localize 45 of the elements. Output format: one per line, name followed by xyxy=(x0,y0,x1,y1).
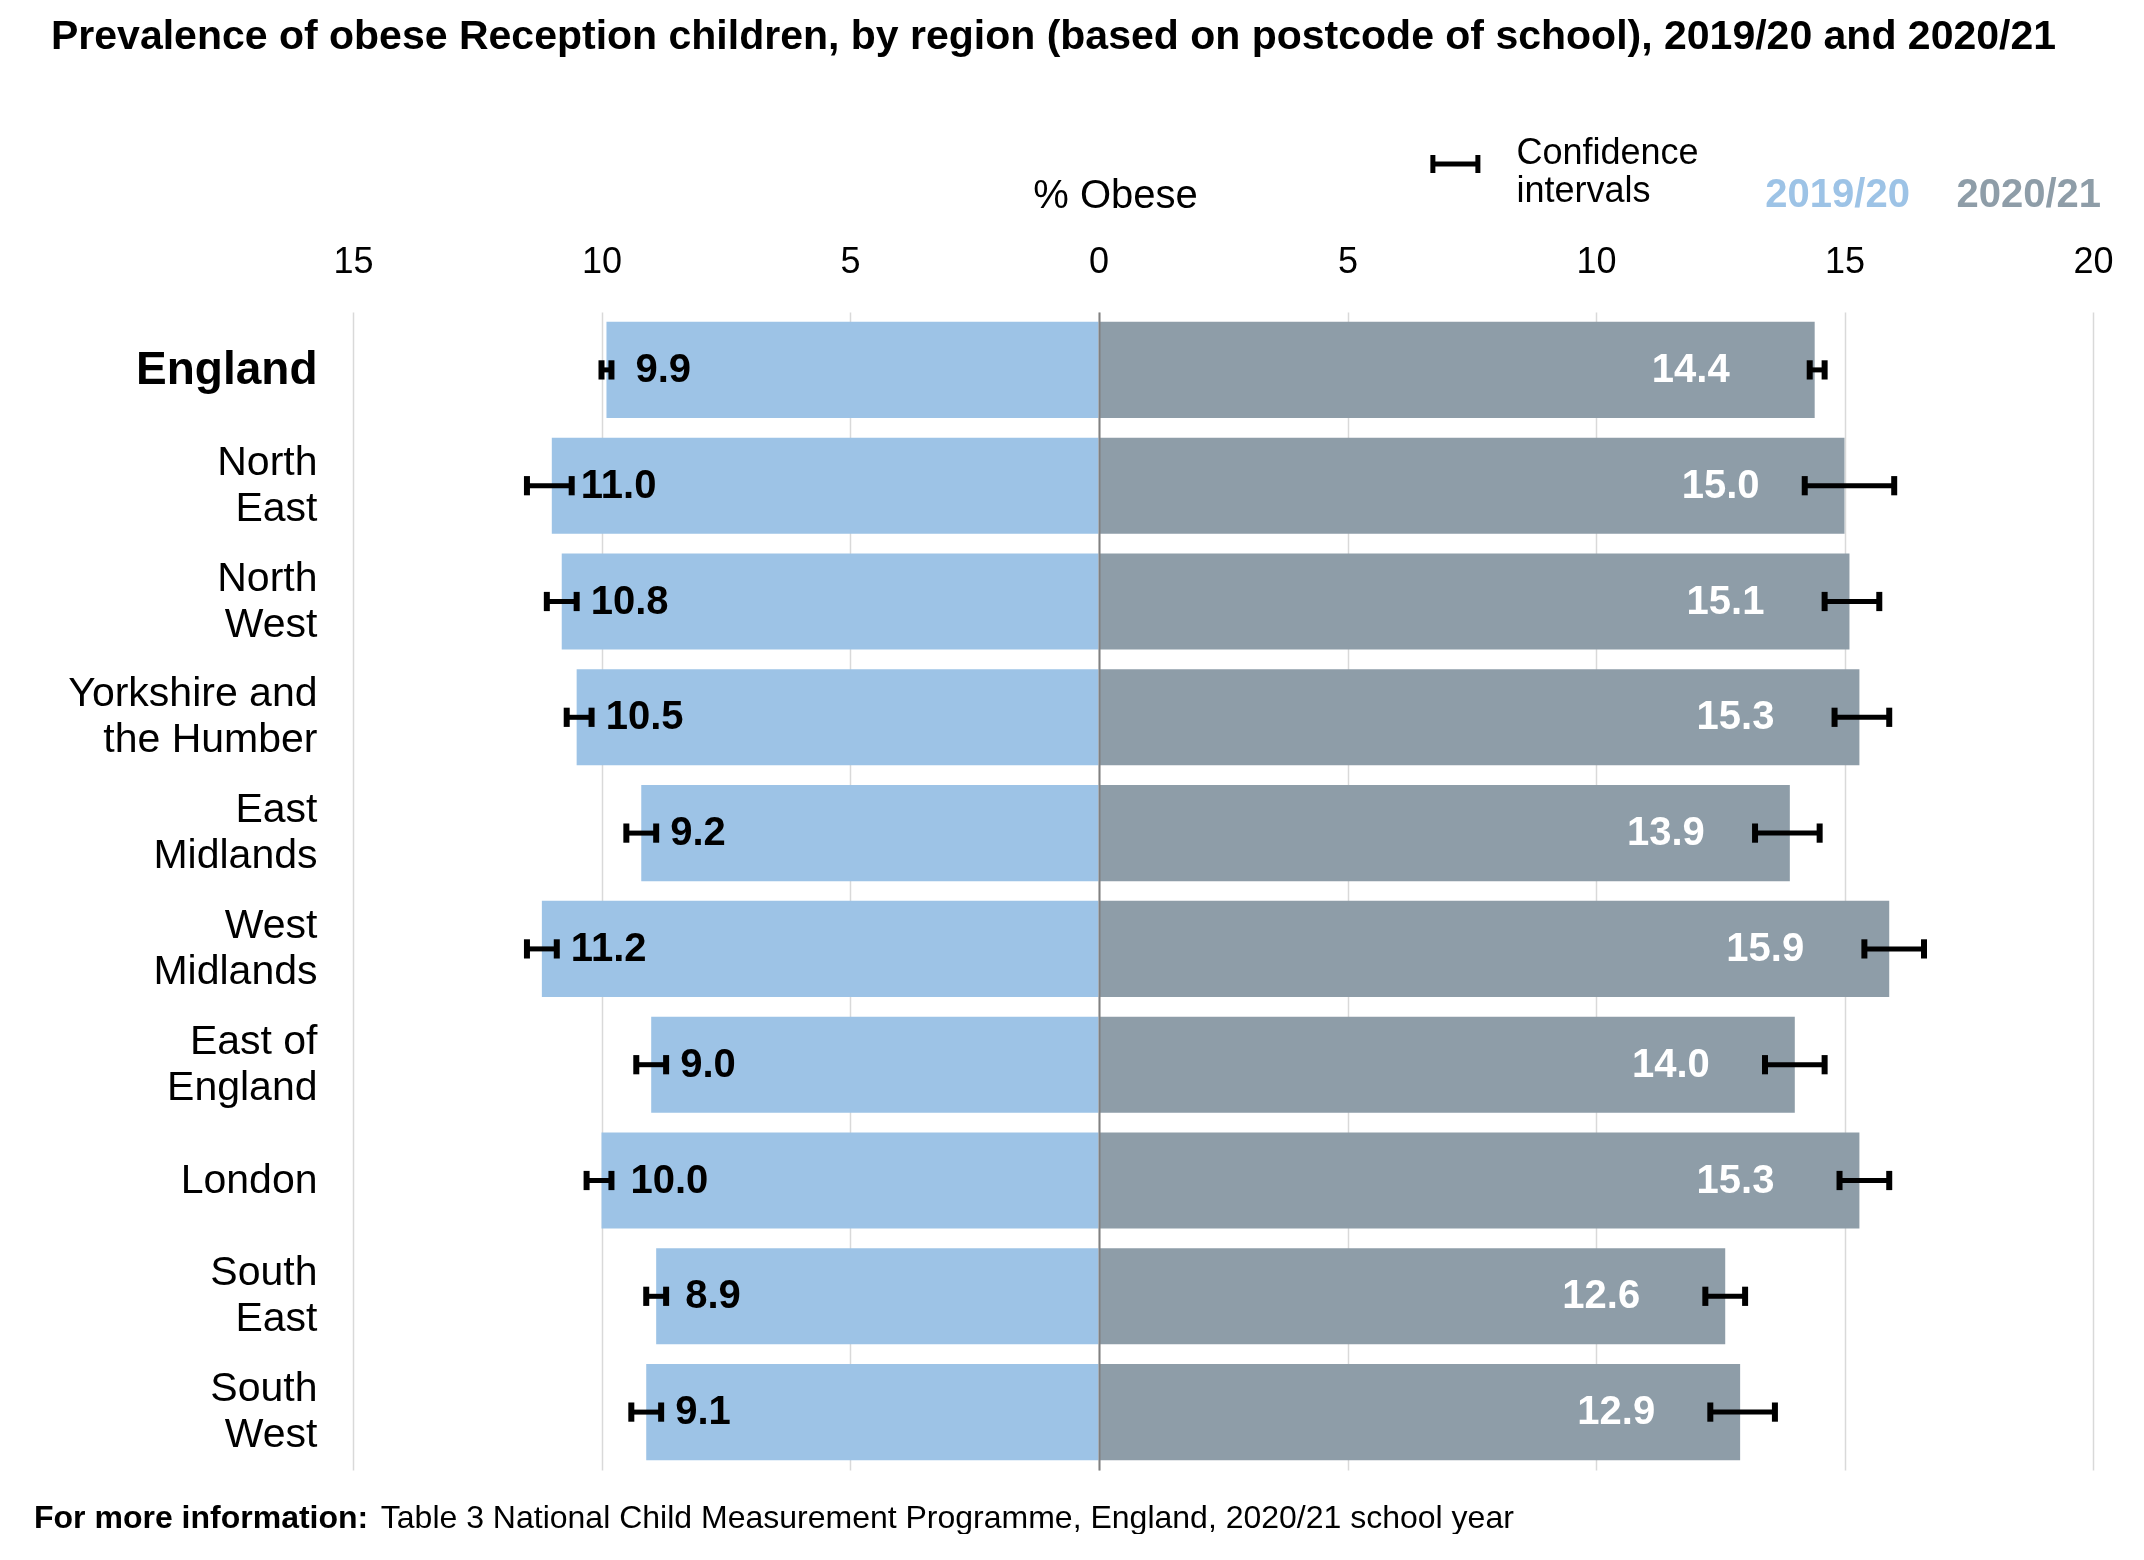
data-label: 10.0 xyxy=(630,1156,709,1201)
x-tick-label: 5 xyxy=(1337,239,1359,281)
data-label: 9.2 xyxy=(670,809,726,854)
data-label: 8.9 xyxy=(685,1272,741,1317)
y-tick-label: West Midlands xyxy=(153,900,319,993)
y-tick-label: North West xyxy=(217,553,319,646)
data-label: 11.2 xyxy=(570,924,647,969)
data-label: 11.0 xyxy=(580,461,657,506)
text: 2020/21 xyxy=(1956,171,2101,215)
data-label: 13.9 xyxy=(1626,809,1705,854)
x-tick-label: 10 xyxy=(581,239,623,281)
data-label: 15.3 xyxy=(1696,1156,1775,1201)
y-tick-label: South West xyxy=(210,1364,319,1457)
data-label: 12.9 xyxy=(1577,1388,1656,1433)
y-tick-label: North East xyxy=(217,437,319,530)
x-tick-label: 0 xyxy=(1088,239,1110,281)
data-label: 15.1 xyxy=(1686,577,1765,622)
y-tick-label: Yorkshire and the Humber xyxy=(68,669,318,762)
data-label: 9.0 xyxy=(680,1040,736,1085)
caption: Table 3 National Child Measurement Programme, England, 2020/21 school year xyxy=(380,1499,1515,1535)
x-tick-label: 15 xyxy=(333,239,374,281)
data-label: 9.9 xyxy=(635,345,692,390)
data-label: 14.4 xyxy=(1651,345,1731,390)
y-tick-label: England xyxy=(136,341,318,394)
x-tick-label: 5 xyxy=(840,239,861,281)
data-label: 15.0 xyxy=(1681,461,1760,506)
data-label: 10.5 xyxy=(605,693,684,738)
y-tick-label: East of England xyxy=(167,1016,319,1109)
chart-title: Prevalence of obese Reception children, by region (based on postcode of school), 2019/20 and 2020/21 xyxy=(51,12,2057,58)
x-tick-label: 15 xyxy=(1824,239,1866,281)
x-axis-title: % Obese xyxy=(1033,171,1198,216)
text: For more information: xyxy=(34,1499,369,1535)
text: 2019/20 xyxy=(1765,171,1910,215)
x-tick-label: 20 xyxy=(2073,239,2114,281)
data-label: 15.9 xyxy=(1726,924,1805,969)
y-tick-label: South East xyxy=(210,1248,319,1341)
y-tick-label: London xyxy=(180,1155,318,1202)
data-label: 14.0 xyxy=(1631,1040,1710,1085)
data-label: 9.1 xyxy=(675,1388,731,1433)
x-tick-label: 10 xyxy=(1576,239,1617,281)
text: Confidence intervals xyxy=(1516,131,1699,210)
data-label: 15.3 xyxy=(1696,693,1775,738)
data-label: 10.8 xyxy=(590,577,669,622)
y-tick-label: East Midlands xyxy=(153,785,319,878)
data-label: 12.6 xyxy=(1562,1272,1641,1317)
